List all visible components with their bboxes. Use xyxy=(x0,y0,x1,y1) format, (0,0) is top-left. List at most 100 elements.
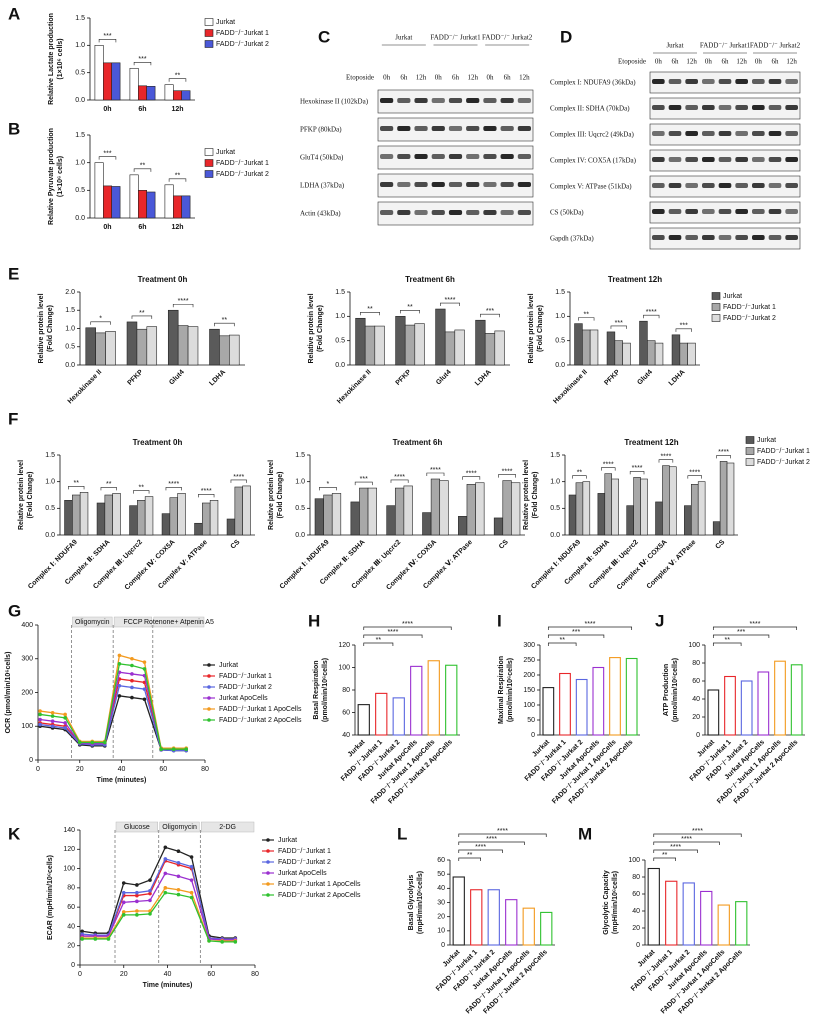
data-point xyxy=(163,871,168,876)
y-axis-label: (pmol/min/10⁶cells) xyxy=(507,658,514,722)
bar xyxy=(633,477,641,536)
lane-label: 0h xyxy=(705,58,713,66)
bar xyxy=(173,90,183,101)
blot-band xyxy=(702,209,715,214)
blot-row-label: Complex V: ATPase (51kDa) xyxy=(550,183,632,191)
data-point xyxy=(93,937,98,941)
sig-bracket xyxy=(133,61,152,66)
x-tick-label: Hexokinase II xyxy=(336,369,373,406)
bar xyxy=(242,485,251,536)
bar xyxy=(394,487,405,536)
y-tick-label: 1.5 xyxy=(555,289,565,296)
y-tick-label: 20 xyxy=(437,914,445,921)
sig-label: **** xyxy=(466,471,477,478)
legend-marker xyxy=(266,871,270,875)
sig-label: *** xyxy=(486,308,494,315)
bar xyxy=(679,342,688,366)
bar xyxy=(164,84,174,101)
sig-bracket xyxy=(458,857,481,861)
x-tick-label: 40 xyxy=(118,766,126,773)
x-tick-label: LDHA xyxy=(668,369,687,388)
y-tick-label: 50 xyxy=(527,717,535,724)
sig-label: *** xyxy=(572,629,580,636)
blot-band xyxy=(668,157,682,162)
bar xyxy=(687,342,696,366)
sig-label: **** xyxy=(718,449,729,456)
sig-label: **** xyxy=(692,828,703,835)
bar xyxy=(470,889,483,946)
legend-swatch xyxy=(204,18,214,26)
blot-band xyxy=(652,131,665,136)
y-tick-label: 1.0 xyxy=(45,479,55,486)
blot-band xyxy=(397,154,411,159)
bar xyxy=(209,500,219,536)
y-axis-label: Relative Lactate production xyxy=(48,13,55,105)
sig-bracket xyxy=(547,626,633,630)
blot-band xyxy=(466,210,480,215)
blot-band xyxy=(500,126,514,131)
blot-treatment: Etoposide xyxy=(618,58,646,66)
legend-marker xyxy=(207,685,211,689)
x-tick-label: Complex Ⅳ: COX5A xyxy=(616,539,669,592)
data-point xyxy=(163,845,168,850)
bar xyxy=(403,485,413,536)
legend-label: Jurkat xyxy=(216,19,235,26)
lane-label: 12h xyxy=(416,74,427,82)
blot-band xyxy=(685,79,698,84)
blot-band xyxy=(768,209,782,214)
data-point xyxy=(148,898,152,903)
phase-box xyxy=(159,821,200,833)
y-tick-label: 80 xyxy=(692,660,700,667)
y-tick-label: 1.0 xyxy=(65,325,75,332)
blot-band xyxy=(752,105,765,110)
legend-marker xyxy=(207,718,211,722)
sig-bracket xyxy=(363,634,423,638)
lane-label: 0h xyxy=(435,74,443,82)
blot-band xyxy=(500,182,514,187)
bar xyxy=(364,325,376,366)
sig-bracket xyxy=(363,626,452,630)
y-tick-label: 1.5 xyxy=(550,452,560,459)
sig-bracket xyxy=(165,487,182,491)
blot-band xyxy=(785,183,798,188)
bar xyxy=(209,328,220,366)
blot-band xyxy=(768,183,782,188)
y-tick-label: 150 xyxy=(523,687,535,694)
sig-bracket xyxy=(462,476,481,480)
bar xyxy=(790,664,803,736)
data-point xyxy=(135,893,139,898)
y-tick-label: 100 xyxy=(688,642,700,649)
sig-bracket xyxy=(458,849,503,853)
y-tick-label: 0.0 xyxy=(335,362,345,369)
y-tick-label: 0 xyxy=(441,942,445,949)
data-point xyxy=(135,909,139,913)
sig-bracket xyxy=(440,302,460,307)
data-point xyxy=(163,857,168,861)
blot-band xyxy=(414,182,428,187)
blot-band xyxy=(768,157,782,162)
sig-label: **** xyxy=(689,470,700,477)
blot-band xyxy=(652,105,665,110)
blot-band xyxy=(785,131,798,136)
bar xyxy=(662,465,670,536)
sig-label: ** xyxy=(139,484,145,491)
legend-swatch xyxy=(745,436,755,444)
bar xyxy=(690,484,699,536)
blot-band xyxy=(431,154,445,159)
bar xyxy=(161,513,171,536)
data-point xyxy=(148,912,152,916)
data-point xyxy=(121,881,126,885)
legend-label: FADD⁻/⁻Jurkat 1 ApoCells xyxy=(219,706,302,713)
sig-label: ** xyxy=(74,480,80,487)
blot-band xyxy=(785,105,798,110)
blot-band xyxy=(517,154,531,159)
data-point xyxy=(121,913,126,917)
y-tick-label: 40 xyxy=(437,885,445,892)
y-tick-label: 60 xyxy=(67,904,75,911)
blot-band xyxy=(735,157,748,162)
y-tick-label: 0.5 xyxy=(65,344,75,351)
x-tick-label: 80 xyxy=(201,766,209,773)
y-tick-label: 20 xyxy=(692,714,700,721)
bar xyxy=(647,867,660,946)
y-tick-label: 0.0 xyxy=(555,362,565,369)
